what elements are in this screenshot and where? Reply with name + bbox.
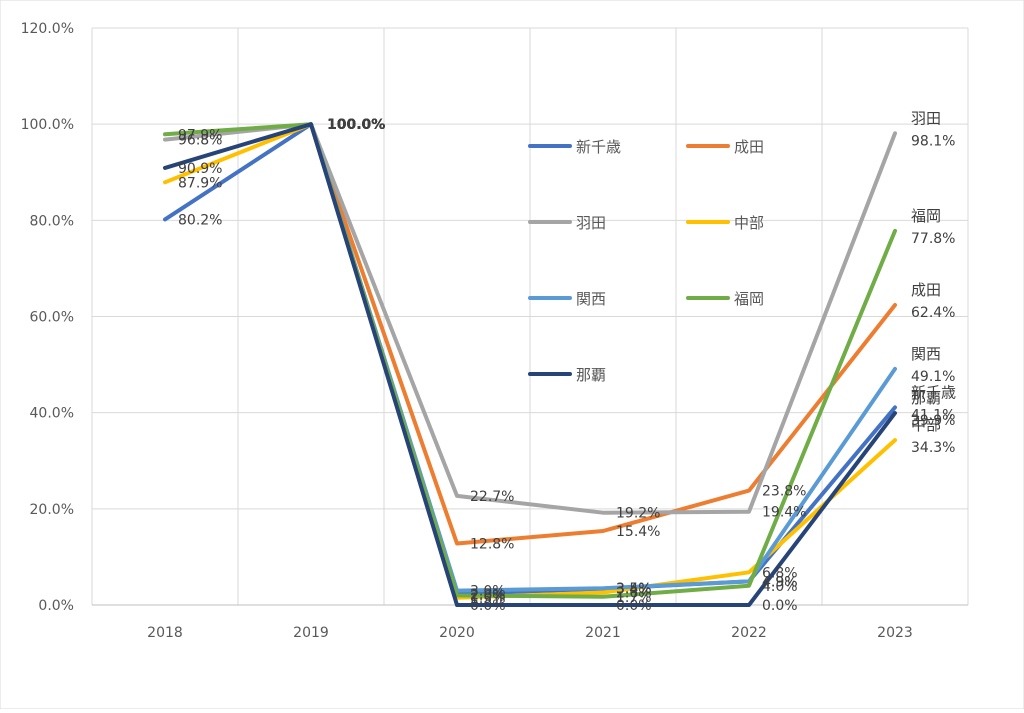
legend-entry: 羽田 [576, 214, 606, 232]
data-label: 1.5% [470, 591, 506, 607]
y-tick-label: 100.0% [21, 117, 74, 133]
data-label: 19.4% [762, 505, 806, 521]
series-end-name: 中部 [911, 416, 941, 434]
x-tick-label: 2018 [147, 625, 183, 641]
data-label: 4.0% [762, 579, 798, 595]
series-end-name: 那覇 [911, 389, 941, 407]
x-tick-label: 2019 [293, 625, 329, 641]
series-end-name: 新千歳 [911, 383, 956, 401]
data-label: 3.0% [470, 584, 506, 600]
data-label: 80.2% [178, 212, 222, 228]
data-label: 62.4% [911, 305, 955, 321]
data-label: 22.7% [470, 489, 514, 505]
y-tick-label: 60.0% [30, 310, 74, 326]
x-tick-label: 2021 [585, 625, 621, 641]
data-label: 100.0% [327, 117, 385, 133]
data-labels: 80.2%100.0%2.3% 3.4% 4.9%41.1%新千歳100.0%12.… [178, 109, 956, 614]
data-label: 12.8% [470, 536, 514, 552]
data-label: 90.9% [178, 161, 222, 177]
data-label: 4.9% [762, 574, 798, 590]
data-label: 4.9% [762, 574, 798, 590]
y-tick-label: 80.0% [30, 213, 74, 229]
data-label: 3.5% [616, 581, 652, 597]
data-label: 41.1% [911, 407, 955, 423]
legend-entry: 福岡 [734, 290, 764, 308]
data-label: 19.2% [616, 506, 660, 522]
data-label: 0.0% [616, 598, 652, 614]
series-line-6 [163, 122, 897, 607]
data-label: 6.8% [762, 565, 798, 581]
data-label: 100.0% [327, 117, 385, 133]
x-tick-label: 2020 [439, 625, 475, 641]
data-label: 34.3% [911, 440, 955, 456]
data-label: 15.4% [616, 524, 660, 540]
legend-entry: 中部 [734, 214, 764, 232]
data-label: 2.0% [470, 588, 506, 604]
x-tick-label: 2023 [877, 625, 913, 641]
data-label: 96.8% [178, 133, 222, 149]
data-label: 97.9% [178, 127, 222, 143]
y-tick-label: 40.0% [30, 406, 74, 422]
data-label: 100.0% [327, 117, 385, 133]
y-tick-label: 20.0% [30, 502, 74, 518]
y-tick-label: 0.0% [38, 598, 74, 614]
series-lines [163, 122, 897, 607]
data-label: 100.0% [327, 117, 385, 133]
series-end-name: 関西 [911, 345, 941, 363]
series-line-5 [163, 122, 897, 599]
series-end-name: 成田 [911, 281, 941, 299]
axes: 0.0% 20.0% 40.0% 60.0% 80.0% 100.0% 120.0% 2018… [21, 21, 968, 641]
gridlines [91, 27, 969, 605]
legend-entry: 成田 [734, 138, 764, 156]
data-label: 0.0% [470, 598, 506, 614]
legend-entry: 関西 [576, 290, 606, 308]
series-end-name: 羽田 [911, 109, 941, 127]
data-label: 49.1% [911, 369, 955, 385]
data-label: 3.4% [616, 582, 652, 598]
legend-entry: 新千歳 [576, 138, 621, 156]
series-line-1 [309, 122, 897, 546]
data-label: 100.0% [327, 117, 385, 133]
series-end-name: 福岡 [911, 207, 941, 225]
data-label: 2.3% [470, 587, 506, 603]
data-label: 100.0% [327, 117, 385, 133]
x-tick-label: 2022 [731, 625, 767, 641]
data-label: 1.7% [616, 590, 652, 606]
data-label: 39.9% [911, 413, 955, 429]
data-label: 23.8% [762, 484, 806, 500]
data-label: 0.0% [762, 598, 798, 614]
data-label: 87.9% [178, 175, 222, 191]
y-tick-label: 120.0% [21, 21, 74, 37]
data-label: 2.6% [616, 585, 652, 601]
data-label: 98.1% [911, 133, 955, 149]
data-label: 77.8% [911, 231, 955, 247]
legend-entry: 那覇 [576, 366, 606, 384]
data-label: 100.0% [327, 117, 385, 133]
